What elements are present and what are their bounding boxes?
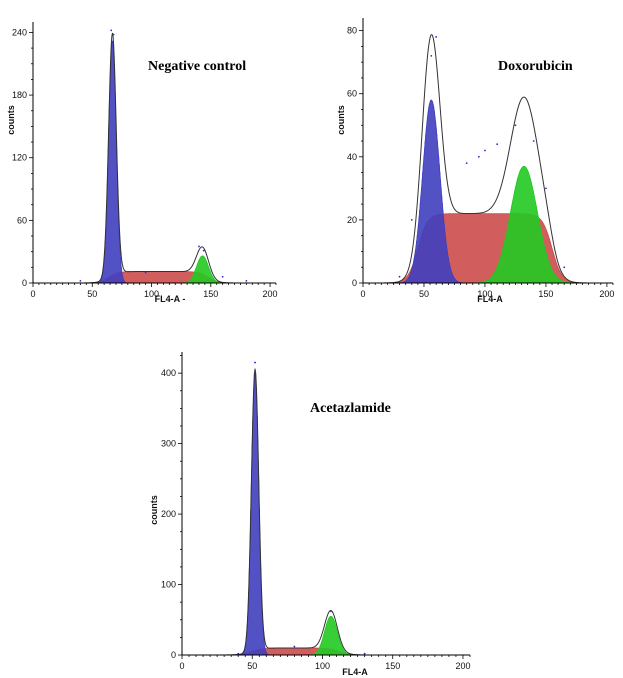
data-point	[465, 162, 468, 165]
data-point	[112, 33, 115, 36]
chart-title: Acetazlamide	[310, 401, 391, 416]
x-axis-title: FL4-A	[342, 667, 368, 677]
x-tick-label: 50	[247, 661, 257, 671]
x-tick-label: 0	[360, 289, 365, 299]
data-point	[245, 280, 248, 282]
series-g1-phase	[242, 373, 268, 655]
data-point	[330, 610, 332, 613]
data-point	[144, 271, 147, 274]
y-tick-label: 0	[171, 650, 176, 660]
series-g2-phase	[313, 616, 349, 655]
x-tick-label: 200	[263, 289, 278, 299]
x-tick-label: 50	[419, 289, 429, 299]
data-point	[237, 652, 240, 655]
data-point	[293, 645, 296, 648]
y-tick-label: 20	[347, 215, 357, 225]
y-tick-label: 400	[161, 368, 176, 378]
y-tick-label: 60	[17, 215, 27, 225]
y-tick-label: 300	[161, 439, 176, 449]
y-tick-label: 60	[347, 89, 357, 99]
y-tick-label: 200	[161, 509, 176, 519]
data-point	[484, 149, 486, 152]
data-point	[477, 155, 480, 158]
x-tick-label: 0	[30, 289, 35, 299]
data-point	[398, 275, 401, 278]
data-point	[198, 245, 200, 248]
y-tick-label: 240	[12, 27, 27, 37]
x-tick-label: 150	[538, 289, 553, 299]
x-tick-label: 100	[144, 289, 159, 299]
y-tick-label: 0	[352, 278, 357, 288]
y-tick-label: 0	[22, 278, 27, 288]
data-point	[79, 280, 82, 282]
x-tick-label: 100	[315, 661, 330, 671]
chart-title: Negative control	[148, 59, 246, 74]
y-axis-title: counts	[336, 105, 346, 135]
data-point	[435, 36, 438, 38]
y-tick-label: 100	[161, 580, 176, 590]
x-tick-label: 0	[179, 661, 184, 671]
x-tick-label: 100	[477, 289, 492, 299]
y-tick-label: 80	[347, 26, 357, 36]
x-tick-label: 200	[599, 289, 614, 299]
series-g2-phase	[186, 255, 219, 283]
data-point	[254, 361, 256, 364]
data-point	[514, 124, 517, 127]
chart-acetazlamide: Acetazlamide FL4-A counts 0 50 100 150 200 0 1…	[149, 352, 470, 677]
y-tick-label: 120	[12, 153, 27, 163]
data-point	[202, 249, 205, 252]
x-axis-title: FL4-A -	[155, 294, 186, 304]
y-tick-label: 40	[347, 152, 357, 162]
data-point	[363, 652, 366, 655]
data-point	[532, 140, 535, 142]
data-point	[563, 266, 566, 269]
chart-negative-control: Negative control FL4-A - counts 0 50 100 15…	[6, 22, 278, 304]
data-point	[496, 143, 499, 146]
x-tick-label: 150	[385, 661, 400, 671]
x-axis-title: FL4-A	[477, 294, 503, 304]
y-tick-label: 180	[12, 90, 27, 100]
y-axis-title: counts	[6, 105, 16, 135]
series-g1-phase	[99, 40, 126, 283]
data-point	[430, 54, 433, 57]
series-g1-phase-outline	[33, 40, 276, 284]
x-tick-label: 50	[87, 289, 97, 299]
data-point	[410, 219, 413, 221]
chart-title: Doxorubicin	[498, 59, 573, 74]
x-tick-label: 150	[203, 289, 218, 299]
chart-doxorubicin: Doxorubicin FL4-A counts 0 50 100 150 200 0 20…	[336, 18, 614, 304]
data-point	[221, 275, 224, 278]
x-tick-label: 200	[455, 661, 470, 671]
data-point	[110, 29, 113, 32]
y-axis-title: counts	[149, 495, 159, 525]
envelope-curve	[363, 34, 613, 284]
data-point	[545, 187, 547, 190]
